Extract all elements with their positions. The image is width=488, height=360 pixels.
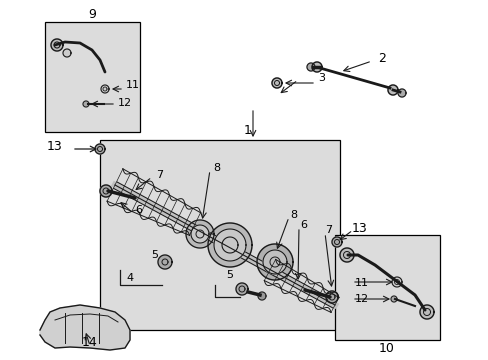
Text: 5: 5	[226, 270, 233, 280]
Polygon shape	[271, 78, 282, 88]
Polygon shape	[263, 250, 286, 274]
Polygon shape	[40, 305, 130, 350]
Text: 5: 5	[151, 250, 158, 260]
Polygon shape	[390, 296, 396, 302]
Text: 9: 9	[88, 9, 96, 22]
Text: 14: 14	[82, 337, 98, 350]
Polygon shape	[101, 85, 109, 93]
Polygon shape	[51, 39, 63, 51]
Polygon shape	[95, 144, 105, 154]
Polygon shape	[311, 62, 321, 72]
Text: 10: 10	[378, 342, 394, 355]
Polygon shape	[236, 283, 247, 295]
Text: 13: 13	[351, 221, 367, 234]
Polygon shape	[419, 305, 433, 319]
Text: 3: 3	[317, 73, 325, 83]
Text: 1: 1	[244, 123, 251, 136]
Bar	[100, 140, 339, 330]
Text: 11: 11	[126, 80, 140, 90]
Text: 11: 11	[354, 278, 368, 288]
Polygon shape	[391, 277, 401, 287]
Text: 2: 2	[377, 51, 385, 64]
Bar	[45, 22, 140, 132]
Polygon shape	[185, 220, 214, 248]
Text: 4: 4	[126, 273, 133, 283]
Text: 12: 12	[118, 98, 132, 108]
Polygon shape	[387, 85, 397, 95]
Text: 7: 7	[156, 170, 163, 180]
Polygon shape	[258, 292, 265, 300]
Polygon shape	[191, 225, 208, 243]
Polygon shape	[100, 185, 112, 197]
Text: 12: 12	[354, 294, 368, 304]
Polygon shape	[397, 89, 405, 97]
Polygon shape	[257, 244, 292, 280]
Text: 13: 13	[46, 140, 62, 153]
Polygon shape	[325, 291, 337, 303]
Polygon shape	[83, 101, 89, 107]
Polygon shape	[214, 229, 245, 261]
Polygon shape	[63, 49, 71, 57]
Bar	[334, 235, 439, 340]
Text: 6: 6	[299, 220, 306, 230]
Text: 6: 6	[135, 205, 142, 215]
Polygon shape	[207, 223, 251, 267]
Text: 8: 8	[213, 163, 220, 173]
Text: 7: 7	[325, 225, 331, 235]
Polygon shape	[331, 237, 341, 247]
Polygon shape	[158, 255, 172, 269]
Polygon shape	[339, 248, 353, 262]
Text: 8: 8	[289, 210, 297, 220]
Polygon shape	[306, 63, 314, 71]
